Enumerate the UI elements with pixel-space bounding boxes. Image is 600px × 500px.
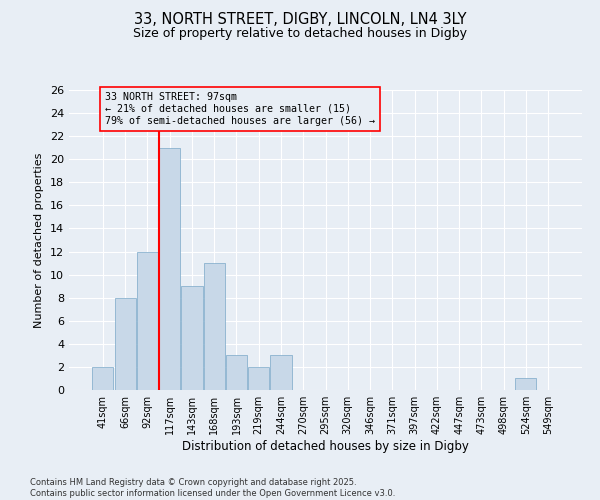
Bar bbox=[515, 378, 536, 390]
Text: 33, NORTH STREET, DIGBY, LINCOLN, LN4 3LY: 33, NORTH STREET, DIGBY, LINCOLN, LN4 3L… bbox=[134, 12, 466, 28]
X-axis label: Distribution of detached houses by size in Digby: Distribution of detached houses by size … bbox=[182, 440, 469, 453]
Bar bbox=[203, 263, 225, 390]
Bar bbox=[226, 356, 247, 390]
Bar bbox=[271, 356, 292, 390]
Bar bbox=[248, 367, 269, 390]
Text: Size of property relative to detached houses in Digby: Size of property relative to detached ho… bbox=[133, 28, 467, 40]
Bar bbox=[115, 298, 136, 390]
Bar bbox=[181, 286, 203, 390]
Bar bbox=[137, 252, 158, 390]
Bar bbox=[159, 148, 180, 390]
Text: 33 NORTH STREET: 97sqm
← 21% of detached houses are smaller (15)
79% of semi-det: 33 NORTH STREET: 97sqm ← 21% of detached… bbox=[104, 92, 374, 126]
Y-axis label: Number of detached properties: Number of detached properties bbox=[34, 152, 44, 328]
Bar bbox=[92, 367, 113, 390]
Text: Contains HM Land Registry data © Crown copyright and database right 2025.
Contai: Contains HM Land Registry data © Crown c… bbox=[30, 478, 395, 498]
